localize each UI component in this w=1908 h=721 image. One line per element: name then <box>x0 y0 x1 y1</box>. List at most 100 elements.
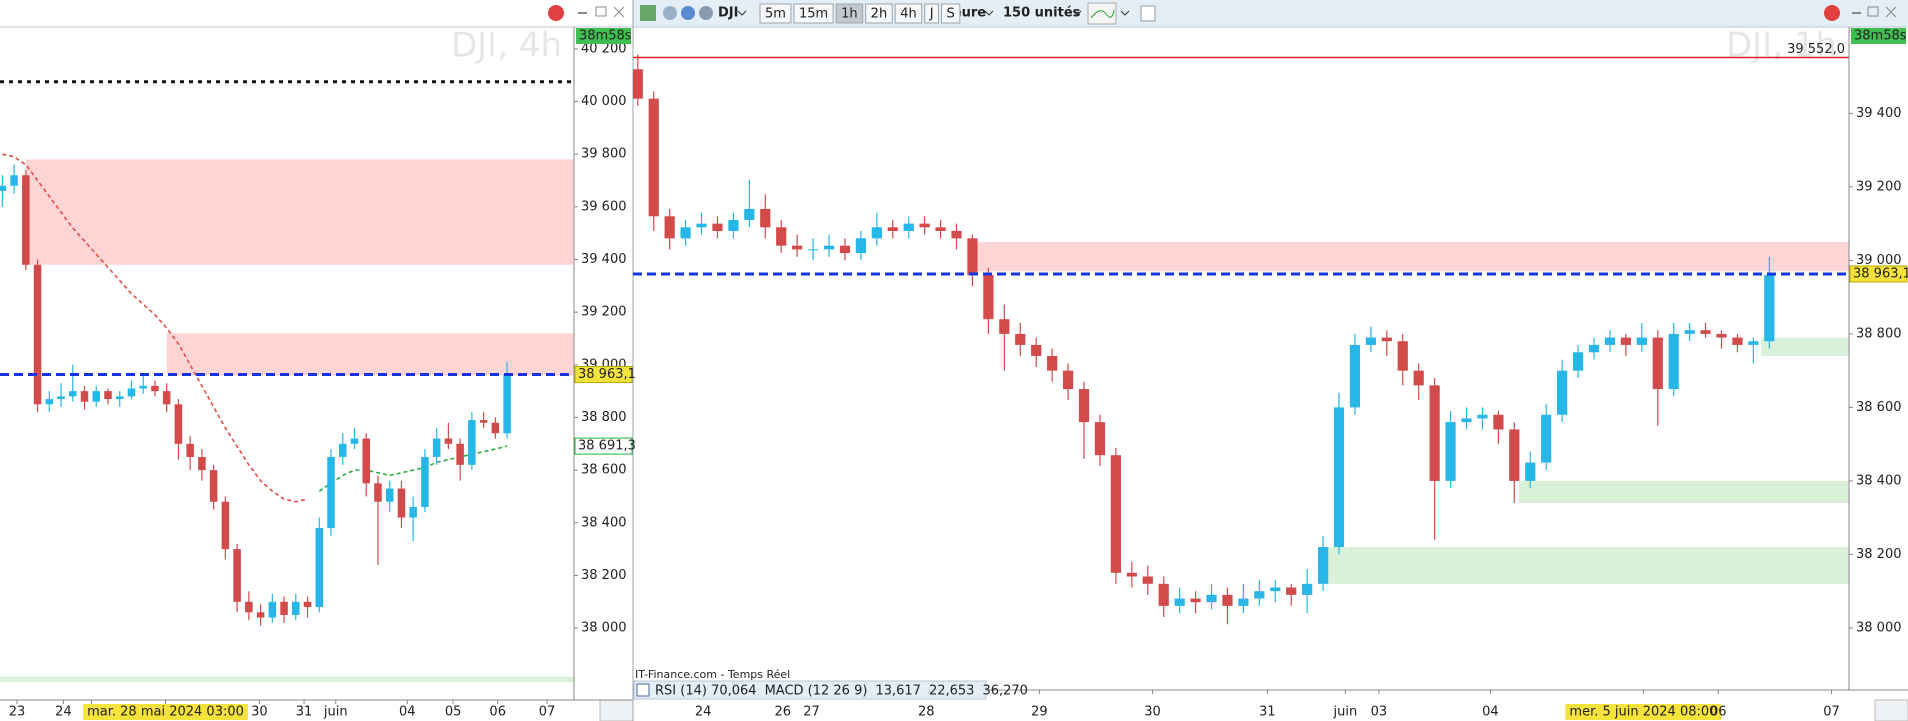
period-button[interactable] <box>894 3 923 24</box>
refresh-icon[interactable] <box>548 5 564 21</box>
indicator-icon[interactable] <box>1087 2 1117 25</box>
candle-body <box>903 223 914 231</box>
indicator-label: 13,617 <box>875 684 921 699</box>
candle-body <box>807 249 819 251</box>
candle-body <box>0 185 7 192</box>
candle-body <box>151 385 159 392</box>
tool-icon[interactable] <box>663 6 677 20</box>
candle-body <box>1270 587 1281 592</box>
candle-body <box>983 275 994 320</box>
candle-body <box>1732 337 1743 345</box>
x-tick-label: juin <box>1333 705 1358 720</box>
y-tick-label: 39 600 <box>581 199 627 214</box>
zone <box>25 159 574 265</box>
x-tick-label: 07 <box>1823 705 1840 720</box>
candle-body <box>1254 591 1265 599</box>
candle-body <box>855 238 867 254</box>
y-tick-label: 38 600 <box>581 463 627 478</box>
units-arrow[interactable] <box>1072 10 1082 16</box>
x-tick-label: 24 <box>695 705 712 720</box>
candle-body <box>1333 407 1345 548</box>
minimize-button[interactable] <box>1852 12 1861 14</box>
y-tick-label: 38 400 <box>1856 473 1902 488</box>
dropdown-arrow[interactable] <box>1120 10 1130 16</box>
scroll-button[interactable] <box>599 699 634 721</box>
period-button[interactable] <box>924 3 940 24</box>
candle-body <box>80 391 89 402</box>
candle-body <box>1493 414 1504 430</box>
candle-body <box>1317 547 1329 584</box>
x-tick-label: 31 <box>1259 705 1276 720</box>
settings-icon[interactable] <box>699 6 713 20</box>
candle-body <box>456 443 464 465</box>
candle-body <box>1477 414 1488 419</box>
units-select[interactable]: 150 unités <box>1003 6 1081 21</box>
candle-body <box>92 391 101 402</box>
x-tick-label: 23 <box>9 705 26 720</box>
period-label[interactable]: 2h <box>871 7 888 22</box>
period-button[interactable] <box>759 3 792 24</box>
scroll-button[interactable] <box>1874 699 1908 721</box>
y-tick-label: 39 400 <box>581 252 627 267</box>
period-button[interactable] <box>941 3 961 24</box>
candle-body <box>1031 344 1042 356</box>
candle-body <box>1764 275 1775 342</box>
price-label-box <box>574 366 633 384</box>
refresh-icon[interactable] <box>1824 5 1840 21</box>
close-button[interactable] <box>613 6 625 18</box>
x-tick-label: 05 <box>445 705 462 720</box>
chart-type-icon[interactable] <box>640 5 656 21</box>
window-icons <box>548 2 1908 721</box>
symbol[interactable]: DJI <box>718 6 738 21</box>
maximize-button[interactable] <box>1867 6 1879 17</box>
date-cursor-box <box>1565 704 1722 720</box>
candle-body <box>1557 370 1568 415</box>
y-tick-label: 40 000 <box>581 94 627 109</box>
candle-body <box>1461 418 1472 423</box>
period-button[interactable] <box>865 3 893 24</box>
candle-body <box>303 601 312 608</box>
candle-body <box>491 422 500 434</box>
candle-body <box>744 208 755 220</box>
close-button[interactable] <box>1885 6 1897 18</box>
candle-body <box>648 98 659 217</box>
candle-body <box>209 470 218 502</box>
period-label[interactable]: 5m <box>765 7 786 22</box>
candle-body <box>280 601 288 615</box>
candle-body <box>468 420 476 465</box>
indicator-icon[interactable] <box>636 683 650 697</box>
info-button[interactable] <box>1140 5 1156 22</box>
clock-icon[interactable] <box>681 6 695 20</box>
maximize-button[interactable] <box>595 6 607 17</box>
period-label[interactable]: J <box>929 7 934 22</box>
minimize-button[interactable] <box>578 12 587 14</box>
candle-body <box>1716 333 1727 338</box>
candle-body <box>680 227 691 239</box>
candle-body <box>760 208 771 228</box>
y-tick-label: 38 600 <box>1856 400 1902 415</box>
period-button[interactable] <box>793 3 834 24</box>
x-tick-label: 27 <box>803 705 820 720</box>
interval-arrow[interactable] <box>984 10 994 16</box>
candle-body <box>1158 583 1169 606</box>
candle-body <box>139 385 147 389</box>
period-label[interactable]: 1h <box>841 7 858 22</box>
watermark: DJI, 1h <box>1726 26 1837 66</box>
period-button[interactable] <box>835 3 864 24</box>
candle-body <box>1222 594 1233 606</box>
y-tick-label: 38 800 <box>1856 326 1902 341</box>
indicator-label: RSI (14) 70,064 <box>655 684 757 699</box>
candle-body <box>823 245 835 250</box>
candle-body <box>967 238 978 276</box>
price-label-box <box>1849 265 1908 283</box>
indicator-label: 36,270 <box>982 684 1028 699</box>
candle-body <box>397 488 406 518</box>
period-label[interactable]: S <box>947 7 955 22</box>
candle-body <box>1047 355 1058 371</box>
y-tick-label: 38 200 <box>1856 547 1902 562</box>
x-tick-label: 07 <box>539 705 556 720</box>
period-label[interactable]: 15m <box>799 7 828 22</box>
symbol-arrow[interactable] <box>737 10 747 16</box>
period-label[interactable]: 4h <box>900 7 917 22</box>
candle-body <box>1381 337 1392 342</box>
